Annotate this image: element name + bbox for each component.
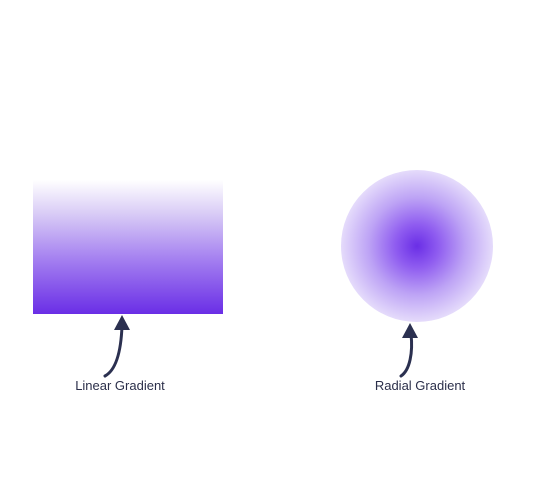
radial-arrow [399,323,418,378]
radial-gradient-label: Radial Gradient [374,378,466,393]
linear-arrow [103,315,130,378]
linear-gradient-swatch [33,180,223,314]
radial-gradient-swatch [341,170,493,322]
linear-gradient-label: Linear Gradient [75,378,165,393]
